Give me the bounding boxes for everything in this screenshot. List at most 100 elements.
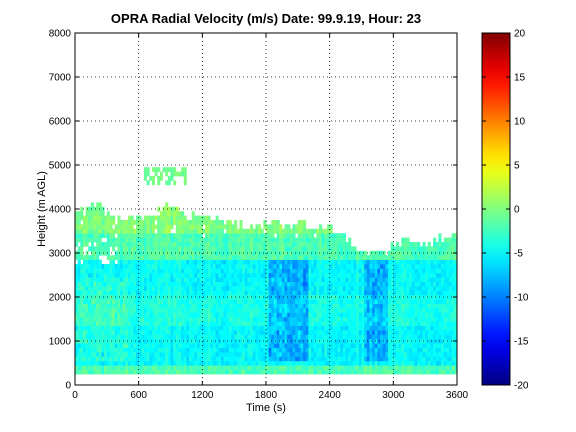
heatmap-cell	[165, 171, 169, 177]
heatmap-cell	[340, 369, 344, 375]
heatmap-cell	[419, 294, 423, 300]
heatmap-cell	[138, 264, 142, 269]
heatmap-cell	[106, 277, 110, 282]
heatmap-cell	[183, 215, 187, 221]
heatmap-cell	[409, 334, 413, 340]
heatmap-cell	[329, 334, 333, 340]
heatmap-cell	[234, 347, 238, 353]
heatmap-cell	[449, 308, 453, 313]
heatmap-cell	[268, 356, 272, 362]
heatmap-cell	[380, 352, 384, 357]
heatmap-cell	[308, 250, 312, 256]
heatmap-cell	[109, 242, 113, 247]
heatmap-cell	[75, 233, 79, 238]
heatmap-cell	[247, 277, 251, 282]
heatmap-cell	[308, 277, 312, 282]
heatmap-cell	[356, 303, 360, 309]
heatmap-cell	[122, 264, 126, 269]
heatmap-cell	[356, 264, 360, 269]
heatmap-cell	[419, 308, 423, 313]
heatmap-cell	[101, 286, 105, 291]
heatmap-cell	[125, 343, 129, 348]
heatmap-cell	[136, 343, 140, 348]
heatmap-cell	[236, 268, 240, 274]
heatmap-cell	[279, 268, 283, 274]
heatmap-cell	[178, 369, 182, 375]
heatmap-cell	[340, 321, 344, 326]
heatmap-cell	[136, 242, 140, 247]
heatmap-cell	[411, 356, 415, 362]
heatmap-cell	[128, 347, 132, 353]
heatmap-cell	[202, 365, 206, 370]
heatmap-cell	[369, 277, 373, 282]
heatmap-cell	[239, 277, 243, 282]
heatmap-cell	[438, 330, 442, 335]
heatmap-cell	[130, 246, 134, 252]
heatmap-cell	[96, 264, 100, 269]
heatmap-cell	[353, 259, 357, 265]
heatmap-cell	[414, 325, 418, 331]
heatmap-cell	[266, 308, 270, 313]
heatmap-cell	[250, 303, 254, 309]
heatmap-cell	[143, 272, 148, 278]
heatmap-cell	[112, 290, 116, 296]
heatmap-cell	[181, 360, 185, 366]
heatmap-cell	[276, 338, 280, 344]
heatmap-cell	[273, 369, 278, 375]
heatmap-cell	[106, 308, 110, 313]
heatmap-cell	[393, 290, 397, 296]
heatmap-cell	[427, 277, 431, 282]
heatmap-cell	[207, 334, 211, 340]
heatmap-cell	[154, 321, 158, 326]
heatmap-cell	[175, 281, 179, 287]
heatmap-cell	[114, 338, 118, 344]
heatmap-cell	[266, 224, 270, 230]
heatmap-cell	[305, 321, 309, 326]
heatmap-cell	[128, 290, 132, 296]
heatmap-cell	[189, 255, 193, 260]
heatmap-cell	[250, 365, 254, 370]
heatmap-cell	[258, 365, 262, 370]
heatmap-cell	[268, 228, 272, 234]
heatmap-cell	[210, 237, 214, 243]
heatmap-cell	[98, 259, 102, 265]
heatmap-cell	[130, 330, 134, 335]
heatmap-cell	[162, 308, 166, 313]
heatmap-cell	[260, 321, 264, 326]
heatmap-cell	[419, 286, 423, 291]
heatmap-cell	[165, 268, 169, 274]
heatmap-cell	[295, 281, 299, 287]
heatmap-cell	[130, 237, 134, 243]
heatmap-cell	[377, 272, 381, 278]
heatmap-cell	[231, 290, 235, 296]
heatmap-cell	[234, 268, 238, 274]
heatmap-cell	[372, 264, 376, 269]
heatmap-cell	[194, 303, 198, 309]
heatmap-cell	[263, 299, 267, 304]
heatmap-cell	[340, 272, 344, 278]
heatmap-cell	[438, 237, 442, 243]
heatmap-cell	[82, 233, 87, 238]
heatmap-cell	[109, 365, 113, 370]
heatmap-cell	[266, 334, 270, 340]
heatmap-cell	[350, 264, 354, 269]
heatmap-cell	[342, 246, 346, 252]
heatmap-cell	[109, 233, 113, 238]
heatmap-cell	[109, 272, 113, 278]
heatmap-cell	[377, 312, 381, 318]
heatmap-cell	[361, 277, 365, 282]
heatmap-cell	[361, 312, 365, 318]
heatmap-cell	[271, 224, 275, 230]
heatmap-cell	[443, 308, 447, 313]
heatmap-cell	[334, 268, 339, 274]
heatmap-cell	[244, 277, 248, 282]
heatmap-cell	[425, 308, 429, 313]
heatmap-cell	[388, 299, 392, 304]
heatmap-cell	[114, 272, 118, 278]
heatmap-cell	[342, 264, 346, 269]
heatmap-cell	[395, 272, 400, 278]
heatmap-cell	[327, 343, 331, 348]
heatmap-cell	[332, 321, 336, 326]
heatmap-cell	[162, 356, 166, 362]
heatmap-cell	[350, 286, 354, 291]
